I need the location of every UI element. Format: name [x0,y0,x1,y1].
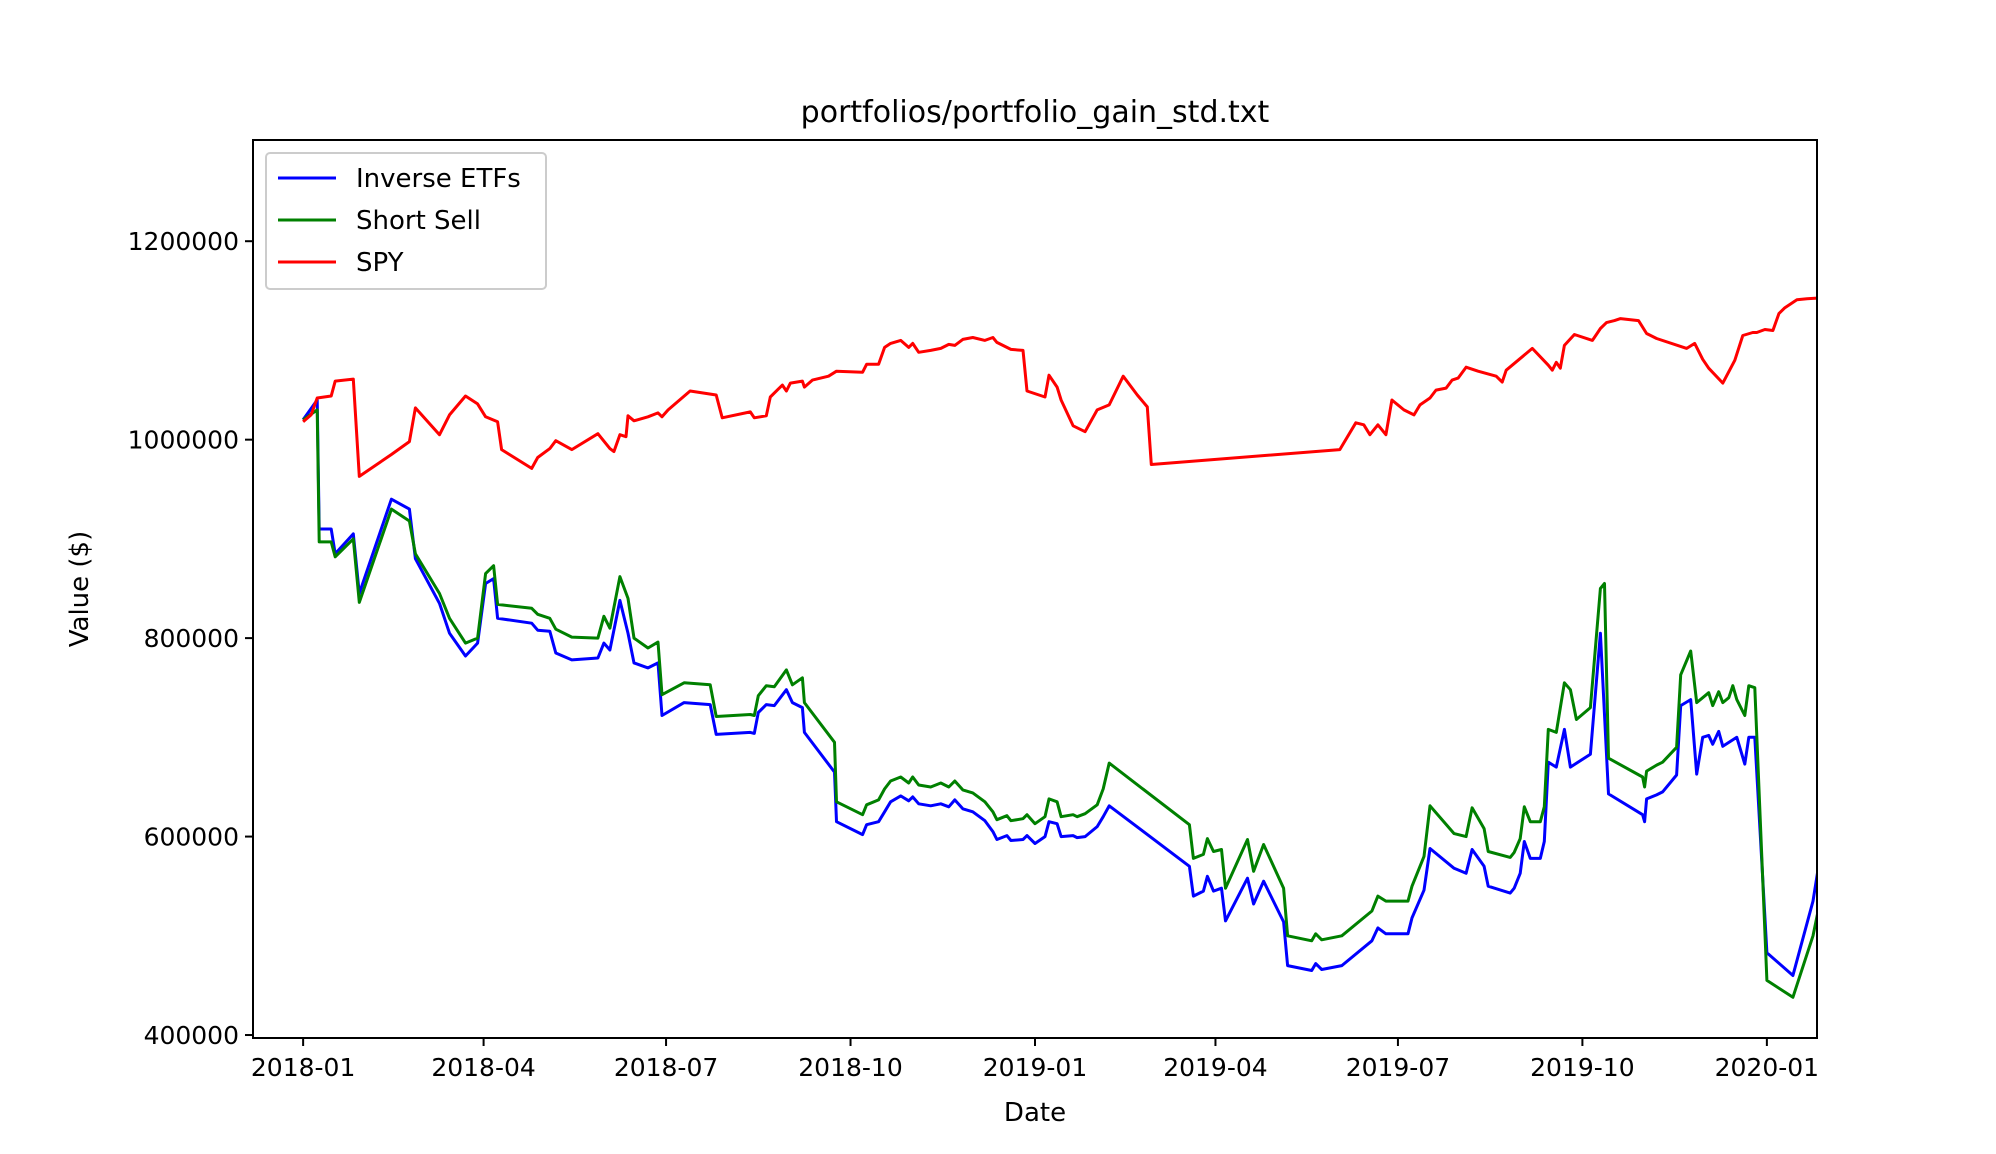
x-tick-label: 2019-10 [1530,1053,1634,1082]
y-axis-label: Value ($) [65,531,95,648]
y-tick-label: 600000 [144,823,239,852]
legend-box [265,152,547,290]
x-tick-label: 2019-04 [1163,1053,1267,1082]
x-tick-label: 2019-07 [1346,1053,1450,1082]
legend-label: SPY [356,248,404,278]
series-group [301,296,1817,999]
y-tick-label: 1000000 [128,426,239,455]
x-tick-label: 2018-04 [431,1053,535,1082]
legend-label: Inverse ETFs [356,164,521,194]
series-line-spy [302,296,1817,478]
x-tick-label: 2018-10 [798,1053,902,1082]
legend-label: Short Sell [356,206,481,236]
y-axis: 400000 600000 800000 1000000 1200000 [128,227,253,1050]
y-tick-label: 1200000 [128,227,239,256]
x-tick-label: 2019-01 [983,1053,1087,1082]
x-axis-label: Date [1004,1098,1066,1128]
y-tick-label: 400000 [144,1021,239,1050]
x-tick-label: 2020-01 [1715,1053,1819,1082]
chart-title: portfolios/portfolio_gain_std.txt [801,95,1270,130]
series-line-short-sell [302,408,1817,999]
x-axis: 2018-01 2018-04 2018-07 2018-10 2019-01 2019-… [251,1038,1819,1082]
x-tick-label: 2018-01 [251,1053,355,1082]
y-tick-label: 800000 [144,624,239,653]
legend: Inverse ETFs Short Sell SPY [265,152,547,290]
series-line-inverse-etfs [301,398,1817,977]
x-tick-label: 2018-07 [614,1053,718,1082]
